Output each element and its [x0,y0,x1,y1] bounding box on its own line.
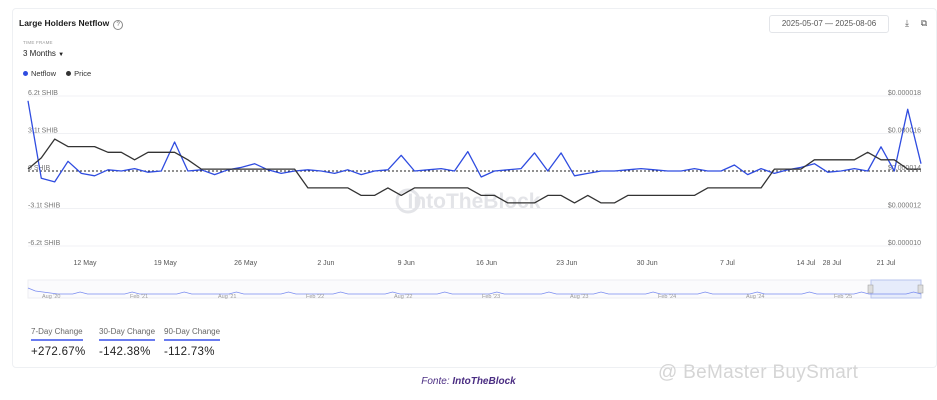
y-left-tick-label: 6.2t SHIB [28,90,58,97]
series-line-price [27,138,921,204]
stat-90-day-value: -112.73% [164,346,215,358]
stat-7-day-value: +272.67% [31,346,86,358]
navigator-label: Feb '23 [482,294,500,300]
navigator-label: Feb '24 [658,294,676,300]
stat-90-day: 90-Day Change -112.73% [164,321,221,358]
chart-watermark: IntoTheBlock [407,190,540,213]
chart-card: Large Holders Netflow? 2025-05-07 — 2025… [12,8,937,368]
y-right-tick-label: $0.000016 [888,128,921,135]
stat-30-day-label: 30-Day Change [99,327,156,341]
y-right-tick-label: $0.000014 [888,165,921,172]
navigator-label: Aug '21 [218,294,236,300]
x-tick-label: 9 Jun [398,260,415,267]
navigator-right-handle [917,284,924,294]
stat-90-day-label: 90-Day Change [164,327,221,341]
chart-title-text: Large Holders Netflow [19,18,110,28]
chevron-down-icon: ▼ [58,52,65,58]
stat-7-day: 7-Day Change +272.67% [31,321,86,358]
x-tick-label: 12 May [74,260,97,267]
x-tick-label: 28 Jul [823,260,842,267]
y-left-tick-label: -3.1t SHIB [28,203,61,210]
stat-7-day-label: 7-Day Change [31,327,83,341]
timeframe-value: 3 Months [23,49,56,58]
y-left-tick-label: -6.2t SHIB [28,240,61,247]
navigator-left-handle [867,284,874,294]
link-icon[interactable]: ⧉ [920,18,928,28]
date-range-picker[interactable]: 2025-05-07 — 2025-08-06 [769,15,889,33]
download-icon[interactable]: ⤓ [905,18,909,28]
x-tick-label: 26 May [234,260,257,267]
chart-title: Large Holders Netflow? [19,18,124,30]
legend-label-price: Price [74,69,92,78]
stat-30-day: 30-Day Change -142.38% [99,321,156,358]
caption-source: IntoTheBlock [452,376,516,387]
y-right-tick-label: $0.000012 [888,203,921,210]
legend-item-netflow[interactable]: Netflow [23,69,56,78]
navigator-label: Aug '24 [746,294,764,300]
navigator-selection [870,279,922,299]
x-tick-label: 21 Jul [877,260,896,267]
x-tick-label: 23 Jun [556,260,577,267]
source-caption: Fonte: IntoTheBlock [0,376,937,387]
navigator-label: Feb '25 [834,294,852,300]
caption-prefix: Fonte: [421,376,453,387]
navigator-series-line [27,287,922,295]
timeframe-select[interactable]: 3 Months ▼ [23,49,64,58]
navigator-track [27,279,922,299]
footer-watermark: @ BeMaster BuySmart [658,362,859,383]
watermark-logo-icon [395,188,421,214]
x-tick-label: 2 Jun [317,260,334,267]
navigator-label: Feb '21 [130,294,148,300]
price-dot-icon [66,71,72,76]
navigator-label: Aug '20 [42,294,60,300]
x-tick-label: 14 Jul [797,260,816,267]
date-separator: — [825,19,833,28]
x-tick-label: 30 Jun [637,260,658,267]
navigator-label: Aug '22 [394,294,412,300]
y-left-tick-label: 3.1t SHIB [28,128,58,135]
date-end: 2025-08-06 [835,19,877,28]
date-start: 2025-05-07 [781,19,823,28]
legend-label-netflow: Netflow [31,69,57,78]
timeframe-label: TIME FRAME [23,40,53,45]
netflow-dot-icon [23,71,28,76]
legend-item-price[interactable]: Price [66,69,91,78]
navigator-label: Feb '22 [306,294,324,300]
x-tick-label: 19 May [154,260,177,267]
chart-legend: Netflow Price [23,69,99,78]
x-tick-label: 7 Jul [720,260,735,267]
navigator-label: Aug '23 [570,294,588,300]
y-right-tick-label: $0.000010 [888,240,921,247]
x-tick-label: 16 Jun [476,260,497,267]
question-icon[interactable]: ? [113,20,124,30]
stat-30-day-value: -142.38% [99,346,151,358]
y-right-tick-label: $0.000018 [888,90,921,97]
